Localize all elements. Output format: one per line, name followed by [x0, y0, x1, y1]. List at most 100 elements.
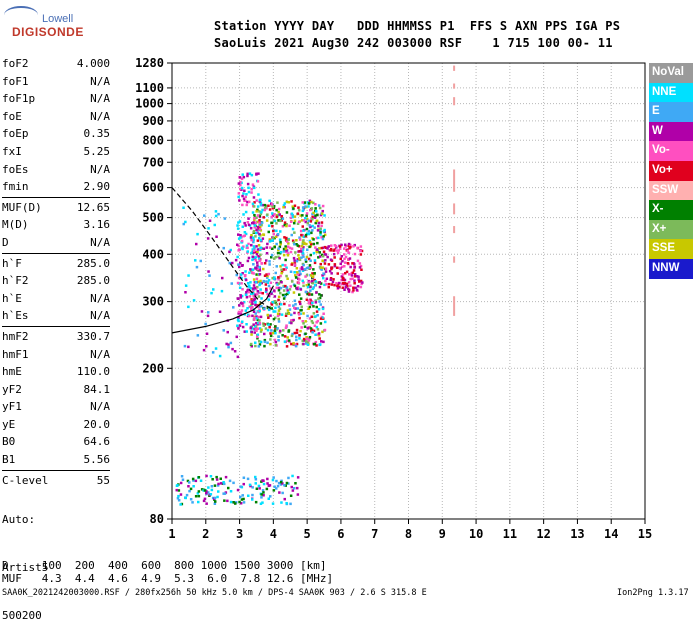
- echo-point: [236, 227, 240, 230]
- param-value: 5.25: [83, 144, 111, 158]
- echo-point: [339, 257, 342, 261]
- echo-point: [318, 293, 321, 296]
- echo-point: [194, 479, 198, 483]
- echo-point: [340, 243, 343, 247]
- echo-point: [344, 243, 347, 246]
- echo-point: [256, 264, 259, 267]
- echo-point: [341, 273, 345, 276]
- echo-point: [306, 292, 309, 296]
- echo-point: [347, 290, 351, 293]
- echo-point: [301, 206, 305, 209]
- echo-point: [259, 288, 262, 291]
- echo-point: [330, 267, 333, 271]
- echo-point: [308, 245, 311, 249]
- logo-lowell: Lowell: [42, 13, 74, 25]
- echo-point: [299, 312, 302, 315]
- echo-point: [187, 305, 190, 309]
- echo-point: [177, 489, 181, 492]
- echo-point: [278, 213, 281, 216]
- echo-point: [293, 204, 297, 207]
- echo-point: [247, 186, 250, 190]
- echo-point: [187, 485, 190, 488]
- param-separator: [2, 252, 110, 254]
- echo-point: [285, 236, 288, 240]
- echo-point: [276, 327, 279, 330]
- echo-point: [322, 230, 326, 233]
- echo-point: [251, 292, 255, 295]
- echo-point: [243, 330, 246, 333]
- echo-point: [314, 203, 317, 206]
- echo-point: [273, 213, 276, 216]
- echo-point: [258, 210, 261, 213]
- echo-point: [227, 486, 230, 490]
- echo-point: [310, 293, 314, 296]
- echo-point: [222, 481, 225, 484]
- echo-point: [322, 272, 325, 275]
- echo-point: [284, 326, 288, 330]
- echo-point: [277, 335, 280, 338]
- echo-point: [275, 487, 278, 490]
- echo-point: [207, 270, 210, 273]
- echo-point: [340, 282, 344, 286]
- echo-point: [263, 262, 267, 265]
- echo-point: [242, 245, 245, 248]
- param-name: foEs: [2, 162, 29, 176]
- echo-point: [252, 295, 255, 298]
- echo-point: [269, 338, 272, 341]
- echo-point: [255, 199, 258, 202]
- echo-point: [258, 227, 262, 231]
- echo-point: [311, 301, 314, 305]
- echo-point: [304, 275, 307, 278]
- echo-point: [241, 264, 244, 267]
- echo-point: [312, 268, 315, 271]
- echo-point: [273, 485, 276, 488]
- echo-point: [191, 501, 194, 504]
- echo-point: [260, 223, 263, 227]
- echo-point: [256, 304, 259, 307]
- y-tick-label: 80: [150, 512, 164, 526]
- echo-point: [308, 241, 312, 244]
- echo-point: [237, 263, 240, 266]
- legend-item-e: E: [649, 102, 693, 122]
- echo-point: [314, 301, 318, 304]
- echo-point: [266, 276, 269, 279]
- echo-point: [349, 265, 352, 269]
- echo-point: [326, 255, 329, 259]
- echo-point: [255, 173, 258, 176]
- echo-point: [314, 340, 318, 344]
- echo-point: [272, 331, 275, 335]
- echo-point: [307, 205, 310, 208]
- echo-point: [274, 255, 277, 259]
- echo-point: [241, 325, 245, 329]
- echo-point: [318, 285, 322, 289]
- echo-point: [333, 283, 336, 287]
- echo-point: [266, 242, 269, 246]
- echo-point: [295, 331, 299, 335]
- param-value: 64.6: [83, 435, 111, 449]
- echo-point: [269, 287, 272, 290]
- echo-point: [194, 495, 198, 498]
- echo-point: [357, 275, 360, 279]
- echo-point: [278, 331, 282, 334]
- echo-point: [341, 276, 345, 279]
- echo-point: [255, 245, 258, 248]
- echo-point: [343, 288, 346, 291]
- echo-point: [256, 292, 259, 296]
- echo-point: [263, 207, 267, 210]
- echo-point: [263, 344, 266, 348]
- echo-point: [232, 501, 235, 504]
- echo-point: [301, 320, 304, 323]
- echo-point: [250, 342, 253, 346]
- echo-point: [256, 267, 260, 271]
- echo-point: [272, 229, 275, 233]
- echo-point: [303, 325, 307, 328]
- echo-point: [313, 272, 316, 275]
- echo-point: [302, 229, 305, 232]
- echo-point: [292, 256, 296, 260]
- x-tick-label: 7: [371, 527, 378, 541]
- echo-point: [321, 204, 325, 208]
- echo-point: [276, 484, 280, 488]
- echo-point: [239, 187, 242, 191]
- echo-point: [251, 271, 254, 274]
- echo-point: [291, 214, 294, 217]
